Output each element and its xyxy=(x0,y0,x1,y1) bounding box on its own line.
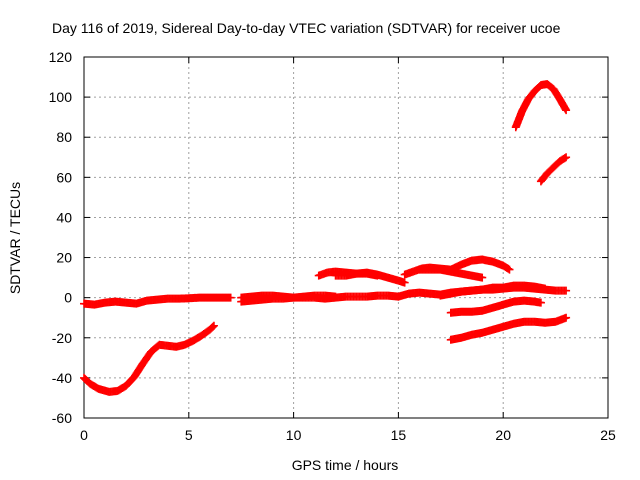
data-points xyxy=(80,80,571,396)
series-arc-2 xyxy=(80,293,235,309)
y-tick-label: -60 xyxy=(52,410,72,426)
data-point xyxy=(478,273,487,282)
x-tick-label: 20 xyxy=(495,427,511,443)
series-arc-1 xyxy=(80,321,218,396)
y-axis-label: SDTVAR / TECUs xyxy=(7,182,23,294)
axis-ticks xyxy=(83,56,609,419)
data-point xyxy=(373,271,382,280)
data-point xyxy=(226,293,235,302)
data-point xyxy=(505,265,514,274)
series-arc-11 xyxy=(446,296,545,317)
chart-title: Day 116 of 2019, Sidereal Day-to-day VTE… xyxy=(52,20,561,36)
series-arc-6 xyxy=(331,269,382,280)
data-point xyxy=(504,264,513,273)
x-axis-label: GPS time / hours xyxy=(292,457,399,473)
series-arc-13 xyxy=(511,80,571,132)
data-point xyxy=(560,154,569,163)
y-tick-label: 120 xyxy=(49,49,73,65)
data-point xyxy=(562,313,571,322)
y-tick-label: 0 xyxy=(64,290,72,306)
x-tick-label: 5 xyxy=(185,427,193,443)
data-point xyxy=(562,153,571,162)
y-tick-label: -40 xyxy=(52,370,72,386)
series-arc-12 xyxy=(446,313,571,344)
x-tick-label: 10 xyxy=(286,427,302,443)
x-tick-label: 0 xyxy=(80,427,88,443)
series-arc-10 xyxy=(436,281,550,300)
plot-frame xyxy=(83,56,609,419)
data-point xyxy=(541,284,550,293)
data-point xyxy=(208,322,217,331)
series-arc-14 xyxy=(536,153,571,186)
y-tick-label: -20 xyxy=(52,330,72,346)
y-tick-label: 40 xyxy=(56,209,72,225)
x-tick-label: 25 xyxy=(600,427,616,443)
y-tick-label: 100 xyxy=(49,89,73,105)
data-point xyxy=(562,106,571,115)
x-tick-label: 15 xyxy=(391,427,407,443)
data-point xyxy=(562,286,571,295)
y-tick-label: 60 xyxy=(56,169,72,185)
data-point xyxy=(331,292,340,301)
y-tick-label: 20 xyxy=(56,250,72,266)
data-point xyxy=(400,278,409,287)
y-tick-label: 80 xyxy=(56,129,72,145)
data-point xyxy=(536,298,545,307)
series-arc-4 xyxy=(237,291,340,302)
series-arc-9 xyxy=(415,265,487,282)
data-point xyxy=(209,321,218,330)
axis-tick-labels: 0 5 10 15 20 25 -60 -40 -20 0 20 40 60 80 100 120 xyxy=(49,49,616,443)
